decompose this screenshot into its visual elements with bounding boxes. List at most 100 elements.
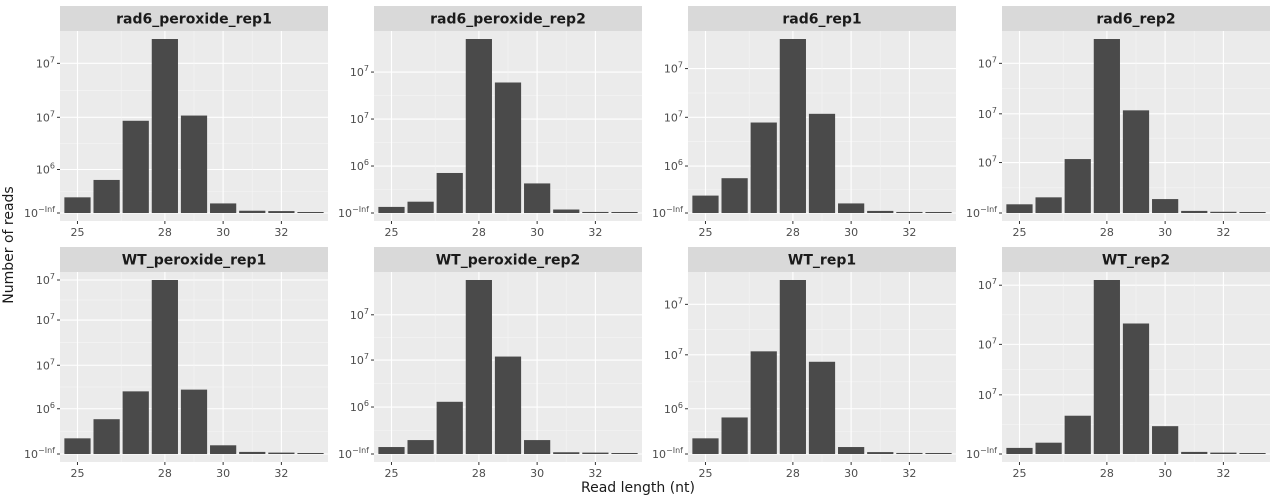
bar [268,452,295,454]
x-tick-label: 28 [158,467,172,480]
bar [494,82,522,213]
x-tick-label: 32 [588,226,602,239]
bar [407,201,434,213]
bar [210,445,237,454]
bar [1239,212,1266,213]
bar [553,452,580,454]
bar [553,209,580,213]
x-tick-label: 25 [698,226,712,239]
bar [436,172,463,213]
bar [582,452,609,454]
y-tick-label: 10−Inf [338,205,369,220]
bar [64,197,91,213]
x-tick-label: 30 [530,226,544,239]
bar [180,389,208,454]
facet-strip [1002,247,1270,272]
x-tick-label: 32 [1216,226,1230,239]
bar [524,183,551,213]
bar [1035,197,1062,213]
y-tick-label: 10−Inf [24,205,55,220]
y-tick-label: 10−Inf [24,446,55,461]
y-tick-label: 107 [664,61,683,76]
bar [93,419,120,454]
bar [611,212,638,213]
x-tick-label: 30 [216,467,230,480]
x-tick-label: 32 [902,467,916,480]
x-axis-title: Read length (nt) [581,480,695,496]
bar [1064,415,1091,454]
bar [122,120,149,213]
x-tick-label: 25 [384,226,398,239]
y-tick-label: 10−Inf [966,205,997,220]
y-tick-label: 107 [36,272,55,287]
bar [297,212,324,213]
bar [896,452,923,454]
x-tick-label: 32 [1216,467,1230,480]
bar [1093,280,1120,454]
x-tick-label: 28 [1100,226,1114,239]
bar [1122,110,1150,213]
facet-title: WT_rep1 [788,253,856,269]
y-tick-label: 107 [978,106,997,121]
y-tick-label: 10−Inf [652,446,683,461]
facet-title: rad6_rep2 [1096,12,1175,28]
facet-strip [1002,6,1270,31]
y-tick-label: 107 [36,357,55,372]
bar [297,453,324,454]
facet-strip [688,6,956,31]
bar [1152,199,1179,213]
bar [151,280,178,454]
bar [808,113,836,213]
bar [524,440,551,454]
x-tick-label: 25 [384,467,398,480]
bar [1006,447,1033,454]
y-tick-label: 107 [978,277,997,292]
bar [692,195,719,213]
x-tick-label: 25 [1012,226,1026,239]
bar [1093,39,1120,213]
x-tick-label: 30 [530,467,544,480]
bar [582,211,609,213]
bar [925,453,952,454]
bar [1006,204,1033,213]
bar [779,39,806,213]
x-tick-label: 32 [274,226,288,239]
bar [750,122,777,213]
x-tick-label: 30 [844,226,858,239]
bar [378,206,405,213]
bar [1181,210,1208,213]
bar [122,391,149,454]
y-tick-label: 107 [350,307,369,322]
facet-strip [374,6,642,31]
y-tick-label: 10−Inf [652,205,683,220]
bar [1064,159,1091,213]
bar [494,356,522,454]
x-tick-label: 25 [70,467,84,480]
y-tick-label: 106 [664,158,683,173]
y-tick-label: 107 [36,55,55,70]
facet-title: WT_peroxide_rep1 [122,253,267,269]
y-tick-label: 107 [350,352,369,367]
facet-strip [688,247,956,272]
bar [465,39,492,213]
y-tick-label: 107 [978,155,997,170]
bar [838,203,865,213]
x-tick-label: 30 [844,467,858,480]
x-tick-label: 30 [1158,226,1172,239]
bar [896,211,923,213]
bar [180,115,208,213]
facet-strip [374,247,642,272]
x-tick-label: 25 [698,467,712,480]
bar [925,212,952,213]
x-tick-label: 25 [1012,467,1026,480]
bar [1210,452,1237,454]
facet-title: WT_rep2 [1102,253,1170,269]
bar [611,453,638,454]
bar [867,210,894,213]
y-tick-label: 10−Inf [338,446,369,461]
bar [268,211,295,213]
y-tick-label: 107 [350,111,369,126]
facet-title: rad6_peroxide_rep1 [116,12,272,28]
x-tick-label: 30 [216,226,230,239]
bar [239,451,266,454]
